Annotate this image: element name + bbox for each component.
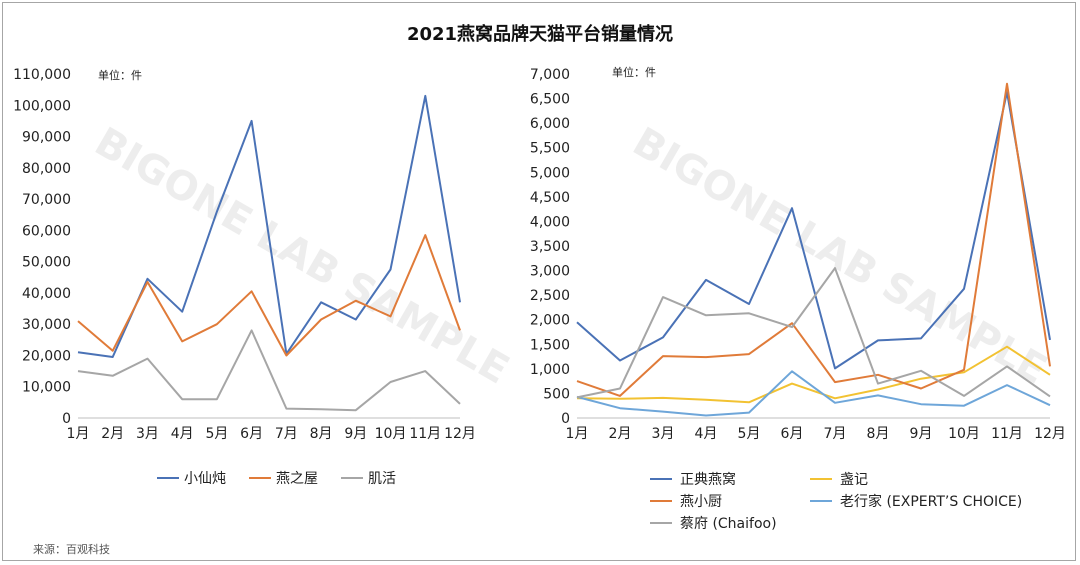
y-tick-label: 6,500 [530,92,570,108]
x-tick-label: 4月 [695,426,718,442]
y-tick-label: 6,000 [530,116,570,132]
watermark-right: BIGONE LAB SAMPLE [625,119,1055,394]
x-tick-label: 5月 [738,426,761,442]
y-tick-label: 50,000 [22,255,71,271]
y-tick-label: 5,500 [530,141,570,157]
x-tick-label: 6月 [781,426,804,442]
legend-label: 燕之屋 [276,471,318,487]
series-line-4 [576,370,1051,417]
y-tick-label: 60,000 [22,223,71,239]
x-tick-label: 12月 [1034,426,1066,442]
series-line-3 [77,329,461,412]
x-tick-label: 11月 [991,426,1023,442]
series-line-1 [576,91,1051,370]
y-tick-label: 20,000 [22,348,71,364]
legend-label: 燕小厨 [680,494,722,510]
x-tick-label: 1月 [67,426,90,442]
y-tick-label: 3,000 [530,264,570,280]
y-tick-label: 0 [62,411,71,427]
y-tick-label: 80,000 [22,161,71,177]
y-tick-label: 70,000 [22,192,71,208]
left-chart: 0 10,000 20,000 30,000 40,000 50,000 60,000 70,… [13,67,476,487]
y-tick-label: 2,000 [530,313,570,329]
watermarks: BIGONE LAB SAMPLE BIGONE LAB SAMPLE [87,119,1055,394]
chart-title: 2021燕窝品牌天猫平台销量情况 [406,24,674,45]
series-line-5 [576,267,1051,399]
right-chart: 0 500 1,000 1,500 2,000 2,500 3,000 3,500 4,000 4… [530,65,1066,532]
x-tick-label: 10月 [375,426,407,442]
x-tick-label: 6月 [240,426,263,442]
x-tick-label: 12月 [444,426,476,442]
y-tick-label: 10,000 [22,380,71,396]
x-tick-label: 3月 [136,426,159,442]
series-line-2 [576,345,1051,404]
series-line-3 [576,82,1051,397]
y-tick-label: 7,000 [530,67,570,83]
y-tick-label: 1,500 [530,337,570,353]
x-tick-label: 8月 [310,426,333,442]
x-tick-label: 4月 [171,426,194,442]
x-tick-label: 2月 [609,426,632,442]
unit-label: 单位：件 [98,68,142,82]
y-tick-label: 4,000 [530,214,570,230]
x-tick-label: 9月 [344,426,367,442]
y-tick-label: 2,500 [530,288,570,304]
y-tick-label: 4,500 [530,190,570,206]
x-tick-label: 10月 [948,426,980,442]
y-tick-label: 100,000 [13,98,71,114]
y-tick-label: 40,000 [22,286,71,302]
x-tick-label: 7月 [824,426,847,442]
y-tick-label: 1,000 [530,362,570,378]
y-tick-label: 0 [561,411,570,427]
y-tick-label: 3,500 [530,239,570,255]
source-note: 来源：百观科技 [33,543,110,556]
x-tick-label: 3月 [652,426,675,442]
y-tick-label: 30,000 [22,317,71,333]
series-line-2 [77,234,461,357]
x-tick-label: 7月 [275,426,298,442]
unit-label: 单位：件 [612,65,656,79]
legend-label: 老行家 (EXPERT’S CHOICE) [840,493,1022,510]
x-tick-label: 9月 [910,426,933,442]
y-tick-label: 90,000 [22,130,71,146]
x-tick-label: 5月 [205,426,228,442]
y-tick-label: 500 [543,386,570,402]
x-tick-label: 8月 [867,426,890,442]
y-tick-label: 5,000 [530,165,570,181]
y-tick-label: 110,000 [13,67,71,83]
x-tick-label: 1月 [566,426,589,442]
x-tick-label: 11月 [409,426,441,442]
legend-label: 蔡府 (Chaifoo) [680,516,777,532]
x-tick-label: 2月 [101,426,124,442]
legend-label: 盏记 [840,472,868,488]
legend-label: 正典燕窝 [680,471,736,488]
legend-label: 肌活 [368,471,396,487]
legend-label: 小仙炖 [184,471,226,487]
